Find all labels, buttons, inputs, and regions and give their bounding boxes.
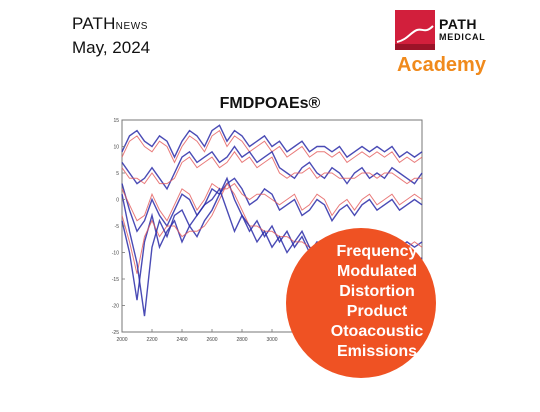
path-medical-logo-mark-icon [395, 10, 435, 50]
y-tick-label: 0 [116, 198, 119, 204]
x-tick-label: 2400 [176, 337, 187, 343]
definition-line: Distortion [339, 283, 415, 300]
x-tick-label: 2000 [116, 337, 127, 343]
series-line-red [121, 182, 423, 222]
newsletter-brand: PATHNEWS May, 2024 [72, 14, 150, 59]
series-line-blue [121, 124, 423, 159]
y-tick-label: 10 [113, 145, 119, 151]
definition-line: Frequency [336, 243, 418, 260]
brand-suffix: NEWS [115, 21, 149, 32]
definition-line: Emissions [336, 343, 418, 360]
brand-main: PATH [72, 14, 116, 33]
y-tick-label: -5 [115, 224, 120, 230]
fmdpoae-line-chart: 2000220024002600280030003200340036003800… [112, 118, 423, 343]
logo-name-line2: MEDICAL [439, 32, 486, 42]
y-tick-label: 5 [116, 171, 119, 177]
x-tick-label: 2800 [236, 337, 247, 343]
y-tick-label: 15 [113, 118, 119, 124]
logo-name-line1: PATH [439, 16, 478, 32]
x-tick-label: 2200 [146, 337, 157, 343]
path-medical-academy-logo: PATH MEDICAL Academy [395, 10, 505, 80]
y-tick-label: -20 [112, 304, 119, 310]
series-line-red [121, 150, 422, 185]
y-tick-label: -25 [112, 330, 119, 336]
issue-date: May, 2024 [72, 38, 151, 57]
logo-academy: Academy [397, 54, 486, 76]
definition-line: Modulated [337, 263, 417, 280]
definition-text: Frequency Modulated Distortion Product O… [302, 242, 452, 362]
brand-title: PATHNEWS [72, 14, 150, 37]
x-tick-label: 2600 [206, 337, 217, 343]
definition-line: Product [346, 303, 408, 320]
chart-title: FMDPOAEs® [219, 95, 321, 112]
y-tick-label: -15 [112, 277, 119, 283]
definition-line: Otoacoustic [330, 323, 424, 340]
definition-circle [286, 228, 436, 378]
x-tick-label: 3000 [266, 337, 277, 343]
series-line-blue [121, 177, 423, 233]
y-tick-label: -10 [112, 251, 119, 257]
series-line-blue [121, 145, 423, 191]
